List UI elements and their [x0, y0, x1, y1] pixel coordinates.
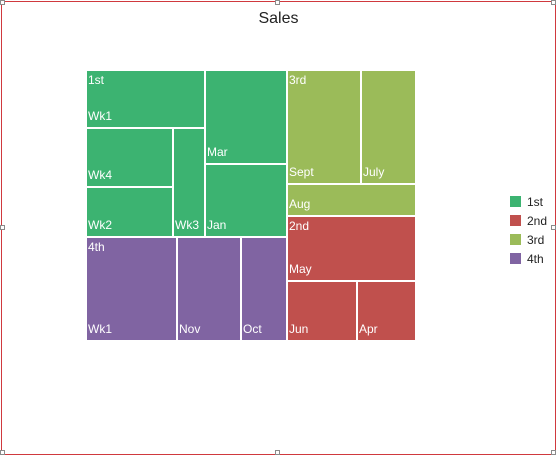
tile-g1-wk3[interactable] — [174, 129, 204, 236]
resize-handle-bottom-left[interactable] — [0, 450, 5, 455]
tile-g4-2[interactable] — [242, 238, 286, 340]
tile-g3-aug[interactable] — [288, 185, 415, 215]
legend-label: 4th — [527, 251, 544, 266]
tile-label-g1-jan: Jan — [207, 218, 226, 232]
group-label-2: 3rd — [289, 73, 306, 87]
legend-item-4[interactable]: 4th — [510, 249, 547, 268]
legend-label: 2nd — [527, 213, 548, 228]
resize-handle-top-left[interactable] — [0, 0, 5, 5]
legend-swatch — [510, 215, 521, 226]
tile-g4-0[interactable] — [87, 238, 176, 340]
tile-g1-jan[interactable] — [206, 165, 286, 236]
tile-label-g2-may: May — [289, 262, 312, 276]
legend-label: 1st — [527, 194, 544, 209]
tile-g2-apr[interactable] — [358, 282, 415, 340]
tile-label-g3-sept: Sept — [289, 165, 314, 179]
tile-label-g1-wk3: Wk3 — [175, 218, 199, 232]
tile-label-g3-aug: Aug — [289, 197, 310, 211]
legend: 1st 2nd 3rd 4th — [510, 192, 547, 268]
tile-label-g1-mar: Mar — [207, 145, 228, 159]
resize-handle-top-right[interactable] — [551, 0, 556, 5]
legend-label: 3rd — [527, 232, 545, 247]
tile-g1-wk2[interactable] — [87, 188, 172, 236]
tile-label-g3-july: July — [363, 165, 384, 179]
legend-swatch — [510, 196, 521, 207]
chart-title: Sales — [258, 10, 299, 27]
group-label-1: 4th — [88, 240, 105, 254]
resize-handle-bottom-center[interactable] — [275, 450, 280, 455]
tile-label-g1-wk1: Wk1 — [88, 109, 112, 123]
resize-handle-middle-right[interactable] — [551, 225, 556, 230]
tile-label-g1-wk4: Wk4 — [88, 168, 112, 182]
group-label-0: 1st — [88, 73, 105, 87]
legend-item-1[interactable]: 1st — [510, 192, 547, 211]
tile-g1-wk4[interactable] — [87, 129, 172, 186]
tile-g3-sept[interactable] — [288, 71, 360, 183]
tile-label-g2-apr: Apr — [359, 322, 378, 336]
legend-swatch — [510, 234, 521, 245]
tile-label-g4-0: Wk1 — [88, 322, 112, 336]
tile-label-g2-jun: Jun — [289, 322, 308, 336]
group-label-3: 2nd — [289, 219, 309, 233]
tile-g3-july[interactable] — [362, 71, 415, 183]
legend-swatch — [510, 253, 521, 264]
legend-item-3[interactable]: 3rd — [510, 230, 547, 249]
resize-handle-top-center[interactable] — [275, 0, 280, 5]
tile-g1-wk1[interactable] — [87, 71, 204, 127]
tile-g1-mar[interactable] — [206, 71, 286, 163]
tile-g4-1[interactable] — [178, 238, 240, 340]
tile-g2-jun[interactable] — [288, 282, 356, 340]
tile-g2-may[interactable] — [288, 217, 415, 280]
resize-handle-middle-left[interactable] — [0, 225, 5, 230]
tile-label-g4-2: Oct — [243, 322, 262, 336]
tile-label-g4-1: Nov — [179, 322, 200, 336]
tile-label-g1-wk2: Wk2 — [88, 218, 112, 232]
legend-item-2[interactable]: 2nd — [510, 211, 547, 230]
resize-handle-bottom-right[interactable] — [551, 450, 556, 455]
